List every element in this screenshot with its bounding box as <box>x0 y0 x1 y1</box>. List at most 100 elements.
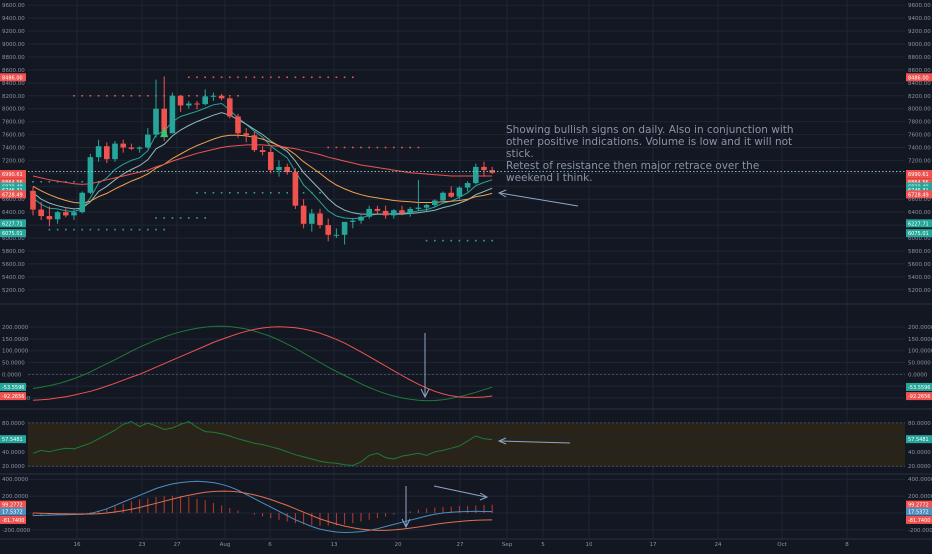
y-tick-label-right: 9600.00 <box>908 3 931 9</box>
osc1-line-red <box>32 326 493 401</box>
y-tick-label-right: -200.0000 <box>908 528 932 534</box>
x-tick-label: 16 <box>74 542 81 548</box>
resistance-dot <box>237 191 239 194</box>
resistance-dot <box>97 94 100 97</box>
y-tick-label-left: 5600.00 <box>2 262 25 268</box>
y-tick-label-right: 80.0000 <box>908 421 931 427</box>
resistance-dot <box>475 239 477 242</box>
resistance-dot <box>122 94 124 97</box>
resistance-dot <box>73 180 75 183</box>
candle-body <box>374 208 381 211</box>
y-tick-label-right: 8600.00 <box>908 68 931 74</box>
value-label-bg-right <box>906 190 932 199</box>
resistance-dot <box>393 146 395 149</box>
resistance-dot <box>89 94 92 97</box>
y-tick-label-left: 20.0000 <box>2 464 25 470</box>
candle-body <box>169 95 176 134</box>
value-label-bg-left <box>0 515 26 524</box>
resistance-dot <box>302 76 305 79</box>
candle-body <box>112 143 118 160</box>
candle-body <box>120 143 126 148</box>
value-label-right: 6227.71 <box>908 221 929 227</box>
candle-body <box>63 212 69 216</box>
candle-body <box>489 170 495 173</box>
resistance-dot <box>352 146 354 149</box>
resistance-dot <box>114 94 116 97</box>
resistance-dot <box>73 94 75 97</box>
candle-body <box>46 216 53 220</box>
y-tick-label-right: 100.0000 <box>908 349 932 355</box>
resistance-dot <box>81 180 83 183</box>
y-tick-label-right: 9200.00 <box>908 29 931 35</box>
resistance-dot <box>237 94 239 97</box>
candle-body <box>276 166 282 171</box>
candle-body <box>218 95 225 99</box>
value-label-left: 8486.00 <box>2 75 23 81</box>
y-tick-label-right: 8200.00 <box>908 94 931 100</box>
ma-line-ma_slow <box>32 134 493 204</box>
resistance-dot <box>32 180 34 183</box>
resistance-dot <box>261 76 264 79</box>
x-tick-label: 27 <box>457 542 464 548</box>
x-tick-label: 10 <box>586 542 593 548</box>
x-tick-label: 23 <box>139 542 146 548</box>
value-label-right: 6990.61 <box>908 172 929 178</box>
candle-body <box>317 213 323 226</box>
y-tick-label-left: 8200.00 <box>2 94 25 100</box>
candle-body <box>243 133 249 136</box>
ma-line-ma_mid <box>32 112 493 215</box>
resistance-dot <box>188 94 190 97</box>
value-label-bg-left <box>0 382 26 391</box>
y-tick-label-left: 5800.00 <box>2 249 25 255</box>
x-tick-label: 24 <box>715 542 722 548</box>
y-tick-label-right: 7600.00 <box>908 133 931 139</box>
candle-body <box>54 212 61 220</box>
candle-body <box>358 216 364 221</box>
y-tick-label-left: 8400.00 <box>2 81 25 87</box>
resistance-dot <box>138 228 141 231</box>
candle-body <box>366 208 372 217</box>
y-tick-label-right: 20.0000 <box>908 464 931 470</box>
resistance-dot <box>130 94 133 97</box>
resistance-dot <box>114 228 116 231</box>
resistance-dot <box>179 217 182 219</box>
candle-body <box>95 146 102 158</box>
y-tick-label-left: 7600.00 <box>2 133 25 139</box>
y-tick-label-right: 5200.00 <box>908 288 931 294</box>
value-labels-1: -53.5596 -53.5596 -92.2656 -92.2656 <box>0 382 932 401</box>
candle-body <box>177 95 184 106</box>
resistance-dot <box>401 146 403 149</box>
annotation-arrow-osc2 <box>499 440 571 444</box>
resistance-dot <box>56 228 59 231</box>
annotation-arrowhead-osc1 <box>420 388 430 399</box>
candle-body <box>464 183 471 188</box>
y-tick-label-right: 6600.00 <box>908 197 931 203</box>
resistance-dot <box>434 239 436 242</box>
value-label-right: 57.5481 <box>908 437 929 443</box>
resistance-dot <box>97 228 100 231</box>
resistance-dot <box>417 146 420 149</box>
resistance-dot <box>229 76 231 79</box>
resistance-dot <box>48 180 51 183</box>
resistance-dot <box>384 146 387 149</box>
resistance-dot <box>65 228 67 231</box>
signal-up-arrow-icon <box>160 126 169 138</box>
y-tick-label-left: 9600.00 <box>2 3 25 9</box>
y-tick-label-right: 9000.00 <box>908 42 931 48</box>
x-axis: 16 23 27 Aug 6 13 20 27 Sep 5 10 17 24 Oct 8 <box>74 542 850 548</box>
y-tick-label-left: 9000.00 <box>2 42 25 48</box>
value-label-bg-right <box>906 219 932 228</box>
y-tick-label-right: 7400.00 <box>908 146 931 152</box>
candle-body <box>194 103 200 105</box>
value-label-left: 6075.01 <box>2 231 23 237</box>
candle-body <box>153 108 159 135</box>
candle-body <box>415 207 422 209</box>
resistance-dot <box>204 76 206 79</box>
resistance-dot <box>138 94 141 97</box>
y-tick-label-left: 40.0000 <box>2 450 25 456</box>
resistance-dot <box>65 180 67 183</box>
resistance-dot <box>106 94 108 97</box>
value-label-bg-right <box>906 178 932 187</box>
